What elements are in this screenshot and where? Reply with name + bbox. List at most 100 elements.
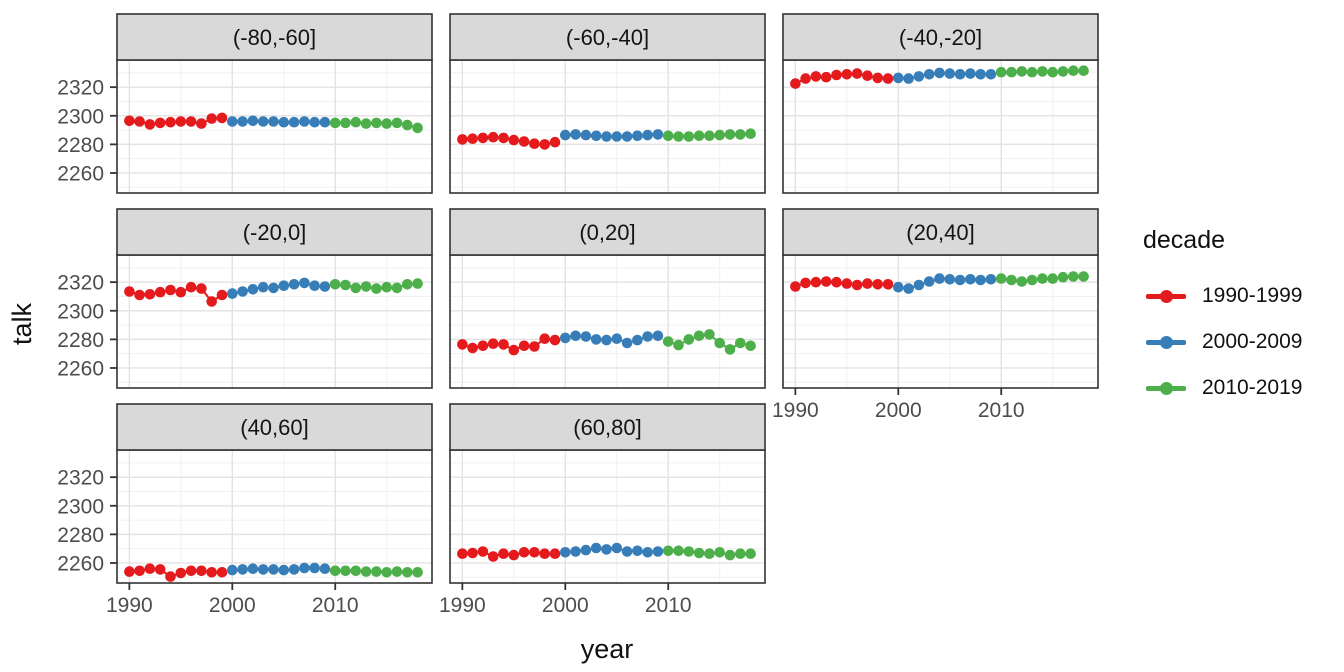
- legend-entry-2010s: 2010-2019: [1128, 372, 1302, 404]
- y-tick-label: 2280: [57, 329, 104, 352]
- data-point: [735, 337, 746, 349]
- data-point: [196, 283, 207, 294]
- data-point: [185, 565, 197, 577]
- legend-entry-1990s: 1990-1999: [1128, 280, 1302, 312]
- data-point: [487, 131, 499, 143]
- data-point: [872, 279, 883, 290]
- data-point: [673, 131, 684, 142]
- data-point: [206, 113, 217, 124]
- data-point: [810, 276, 822, 288]
- legend-key-line-point-icon: [1146, 280, 1186, 312]
- data-point: [477, 132, 489, 144]
- data-point: [944, 274, 956, 285]
- legend-entry-label: 2010-2019: [1202, 376, 1303, 399]
- x-tick-label: 2010: [978, 399, 1025, 422]
- data-point: [247, 115, 259, 127]
- data-point: [329, 117, 341, 129]
- legend-key-dot: [1160, 290, 1173, 303]
- data-point: [257, 116, 269, 127]
- data-point: [340, 565, 351, 577]
- data-point: [642, 129, 653, 141]
- legend-entry-label: 2000-2009: [1202, 330, 1303, 353]
- x-tick-label: 1990: [439, 594, 486, 617]
- data-point: [549, 548, 561, 559]
- data-point: [467, 342, 478, 354]
- data-point: [1037, 273, 1048, 284]
- data-point: [693, 330, 705, 342]
- data-point: [745, 340, 756, 352]
- data-point: [124, 115, 135, 127]
- y-tick-label: 2300: [57, 495, 104, 518]
- data-point: [237, 564, 248, 575]
- data-point: [975, 69, 986, 80]
- facet-strip: [449, 208, 766, 256]
- data-point: [237, 116, 248, 127]
- data-point: [477, 340, 489, 352]
- data-point: [175, 567, 187, 579]
- facet-(-20,0]: (-20,0]: [116, 208, 433, 389]
- data-point: [299, 277, 310, 289]
- data-point: [652, 546, 664, 557]
- data-point: [683, 546, 695, 557]
- data-point: [903, 73, 914, 84]
- data-point: [724, 344, 736, 355]
- data-point: [745, 128, 756, 139]
- facet-strip: [116, 13, 433, 61]
- data-point: [124, 566, 135, 577]
- data-point: [704, 548, 715, 559]
- data-point: [529, 547, 540, 558]
- y-tick-label: 2320: [57, 272, 104, 295]
- data-point: [165, 284, 176, 296]
- data-point: [642, 331, 653, 342]
- data-point: [278, 116, 290, 128]
- data-point: [457, 339, 468, 350]
- data-point: [820, 71, 832, 83]
- facet-(-80,-60]: (-80,-60]: [116, 13, 433, 194]
- y-tick-label: 2320: [57, 77, 104, 100]
- data-point: [549, 136, 561, 148]
- data-point: [735, 129, 746, 140]
- data-point: [1057, 66, 1069, 77]
- data-point: [350, 282, 362, 294]
- data-point: [206, 296, 217, 307]
- data-point: [913, 71, 925, 82]
- facet-strip: [116, 208, 433, 256]
- data-point: [391, 282, 403, 294]
- data-point: [632, 545, 643, 557]
- data-point: [903, 283, 914, 294]
- data-point: [154, 286, 166, 298]
- data-point: [498, 339, 509, 350]
- data-point: [611, 131, 623, 142]
- legend-key-line-point-icon: [1146, 326, 1186, 358]
- data-point: [642, 547, 653, 558]
- data-point: [165, 571, 176, 582]
- data-point: [165, 116, 176, 128]
- data-point: [549, 334, 561, 346]
- data-point: [1026, 66, 1038, 78]
- data-point: [560, 547, 571, 558]
- data-point: [1037, 66, 1048, 77]
- data-point: [319, 563, 331, 574]
- data-point: [402, 279, 413, 290]
- data-point: [477, 546, 489, 557]
- facet-(-60,-40]: (-60,-40]: [449, 13, 766, 194]
- facet-(-40,-20]: (-40,-20]: [782, 13, 1099, 194]
- data-point: [518, 340, 530, 352]
- facet-strip-label: (-60,-40]: [566, 25, 649, 50]
- data-point: [810, 71, 822, 82]
- y-axis-title: talk: [7, 302, 37, 346]
- data-point: [508, 344, 520, 356]
- data-point: [371, 117, 382, 129]
- data-point: [570, 546, 581, 557]
- data-point: [196, 565, 207, 577]
- data-point: [601, 131, 612, 142]
- data-point: [1068, 65, 1079, 76]
- data-point: [862, 70, 873, 81]
- data-point: [340, 117, 351, 129]
- x-tick-label: 2000: [209, 594, 256, 617]
- data-point: [216, 567, 228, 578]
- data-point: [144, 119, 156, 130]
- x-tick-label: 2000: [542, 594, 589, 617]
- data-point: [683, 334, 695, 345]
- data-point: [985, 69, 997, 80]
